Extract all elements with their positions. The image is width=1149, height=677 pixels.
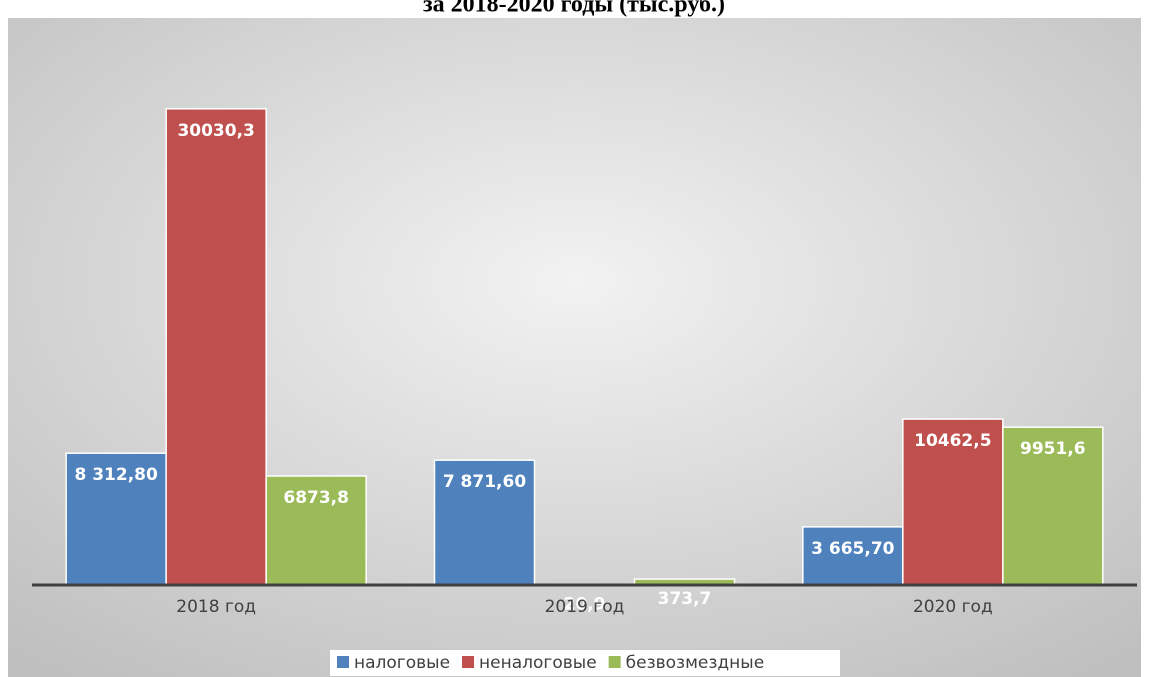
legend-swatch bbox=[462, 656, 475, 668]
data-label: 8 312,80 bbox=[74, 465, 158, 485]
legend-box bbox=[330, 650, 840, 676]
data-label: 30030,3 bbox=[177, 121, 254, 141]
data-label: 10462,5 bbox=[914, 431, 991, 451]
x-tick-label: 2020 год bbox=[913, 597, 993, 617]
data-label: 373,7 bbox=[658, 589, 712, 609]
data-label: 9951,6 bbox=[1020, 439, 1086, 459]
bar bbox=[65, 452, 167, 586]
bar bbox=[1002, 426, 1104, 586]
chart-title: за 2018-2020 годы (тыс.руб.) bbox=[423, 0, 725, 18]
title-band bbox=[0, 0, 1149, 18]
data-label: 6873,8 bbox=[283, 488, 349, 508]
bar bbox=[802, 526, 904, 586]
x-tick-label: 2019 год bbox=[545, 597, 625, 617]
legend-label: налоговые bbox=[354, 653, 450, 673]
data-label: 20,9 bbox=[564, 595, 606, 615]
data-label: 3 665,70 bbox=[811, 539, 895, 559]
legend-swatch bbox=[337, 656, 349, 668]
bar bbox=[165, 108, 267, 586]
bar bbox=[265, 475, 367, 586]
legend-swatch bbox=[608, 656, 621, 668]
x-tick-label: 2018 год bbox=[176, 597, 256, 617]
legend-label: неналоговые bbox=[479, 653, 597, 673]
data-label: 7 871,60 bbox=[443, 472, 527, 492]
legend-label: безвозмездные bbox=[626, 653, 765, 673]
